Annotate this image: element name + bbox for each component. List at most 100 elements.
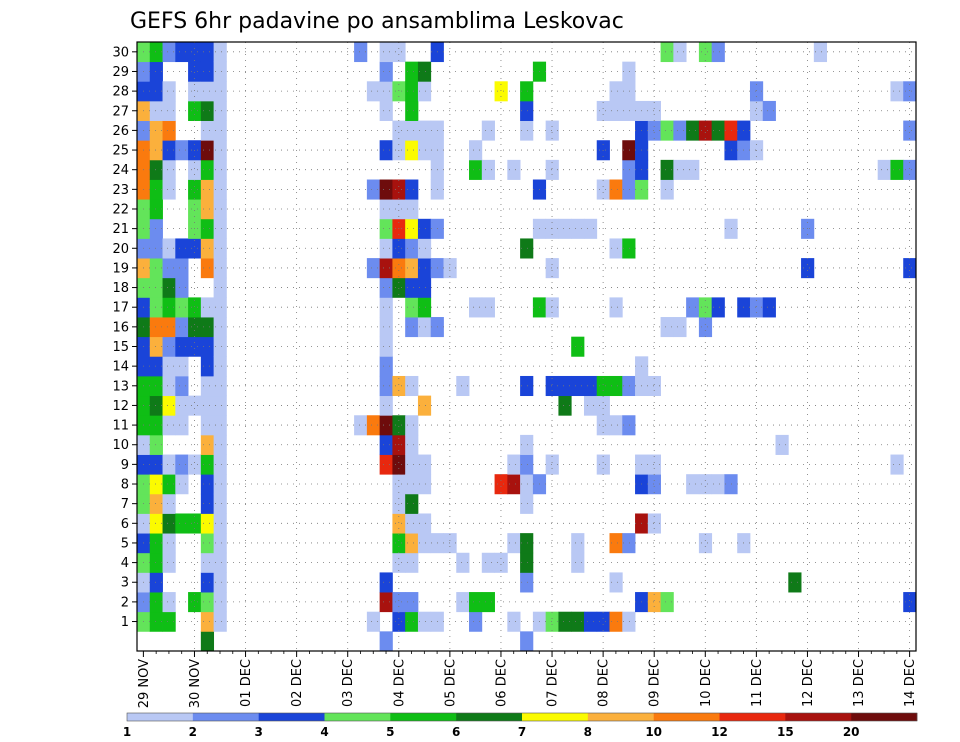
heatmap-cell [405,297,419,318]
y-tick-label: 11 [112,419,129,434]
heatmap-cell [660,592,674,613]
y-tick-label: 18 [112,281,129,296]
heatmap-cell [890,454,904,475]
heatmap-cell [469,611,483,632]
heatmap-cell [379,415,393,436]
heatmap-cell [660,42,674,63]
colorbar-label: 10 [645,725,662,739]
heatmap-cell [801,258,815,279]
x-tick-label: 13 DEC [852,659,867,707]
heatmap-cell [162,297,176,318]
heatmap-cell [213,159,227,180]
heatmap-cell [583,375,598,397]
heatmap-cell [405,611,419,632]
heatmap-cell [686,297,700,318]
heatmap-cell [175,474,189,495]
x-tick-label: 05 DEC [443,659,458,707]
heatmap-cell [392,533,406,554]
heatmap-cell [354,42,368,63]
heatmap-cell [405,218,419,239]
heatmap-cell [456,375,470,397]
heatmap-cell [149,179,163,200]
heatmap-cell [149,592,163,613]
heatmap-cell [405,81,419,102]
heatmap-cell [200,317,215,338]
heatmap-cell [903,81,917,102]
heatmap-cell [200,395,215,416]
heatmap-cell [149,42,163,63]
colorbar-label: 15 [777,725,794,739]
heatmap-cell [149,611,163,632]
heatmap-cell [379,100,393,121]
heatmap-cell [520,631,534,652]
heatmap-cell [545,611,559,632]
heatmap-cell [162,415,176,436]
colorbar-label: 7 [518,725,526,739]
heatmap-cell [366,81,381,102]
colorbar-label: 1 [123,725,131,739]
colorbar-frame [126,712,918,722]
heatmap-cell [405,179,419,200]
heatmap-cell [379,434,393,455]
heatmap-cell [162,533,176,554]
heatmap-cell [213,395,227,416]
heatmap-cell [647,454,661,475]
y-axis: 1234567891011121314151617181920212223242… [112,45,137,630]
heatmap-cell [903,592,917,613]
colorbar-swatch [258,713,325,721]
heatmap-cell [213,533,227,554]
heatmap-cell [213,317,227,338]
heatmap-cell [213,572,227,593]
heatmap-cell [213,415,227,436]
heatmap-cell [200,552,215,573]
heatmap-cell [520,120,534,141]
heatmap-cell [162,611,176,632]
heatmap-cell [379,454,393,475]
heatmap-cell [213,81,227,102]
heatmap-cell [175,297,189,318]
heatmap-cell [149,454,163,475]
heatmap-cell [200,572,215,593]
heatmap-cell [366,611,381,632]
heatmap-cell [213,611,227,632]
heatmap-cell [443,533,457,554]
heatmap-cell [366,415,381,436]
chart-title: GEFS 6hr padavine po ansamblima Leskovac [130,9,624,34]
heatmap-cell [162,100,176,121]
heatmap-cell [596,395,610,416]
heatmap-cell [520,100,534,121]
heatmap-cell [609,572,623,593]
x-tick-label: 12 DEC [801,659,816,707]
heatmap-cell [175,415,189,436]
heatmap-cell [379,395,393,416]
x-tick-label: 11 DEC [750,659,765,707]
heatmap-cell [698,120,713,141]
colorbar-label: 4 [320,725,328,739]
heatmap-cell [647,120,661,141]
heatmap-cell [213,356,227,377]
heatmap-cell [788,572,802,593]
x-tick-label: 29 NOV [137,659,152,708]
heatmap-cell [596,611,610,632]
heatmap-cell [200,42,215,63]
heatmap-cell [673,42,687,63]
heatmap-cell [749,81,764,102]
heatmap-cell [392,592,406,613]
heatmap-cell [175,356,189,377]
heatmap-cell [379,631,393,652]
heatmap-cell [711,42,725,63]
colorbar-swatch [324,713,391,721]
heatmap-cell [149,336,163,357]
colorbar-label: 12 [711,725,728,739]
heatmap-cell [583,218,598,239]
heatmap-cell [392,120,406,141]
heatmap-cell [213,493,227,514]
heatmap-cell [379,317,393,338]
heatmap-cell [149,317,163,338]
heatmap-cell [379,218,393,239]
heatmap-cell [213,258,227,279]
heatmap-cell [622,81,636,102]
x-tick-label: 06 DEC [494,659,509,707]
heatmap-cell [200,375,215,397]
heatmap-cell [609,238,623,259]
